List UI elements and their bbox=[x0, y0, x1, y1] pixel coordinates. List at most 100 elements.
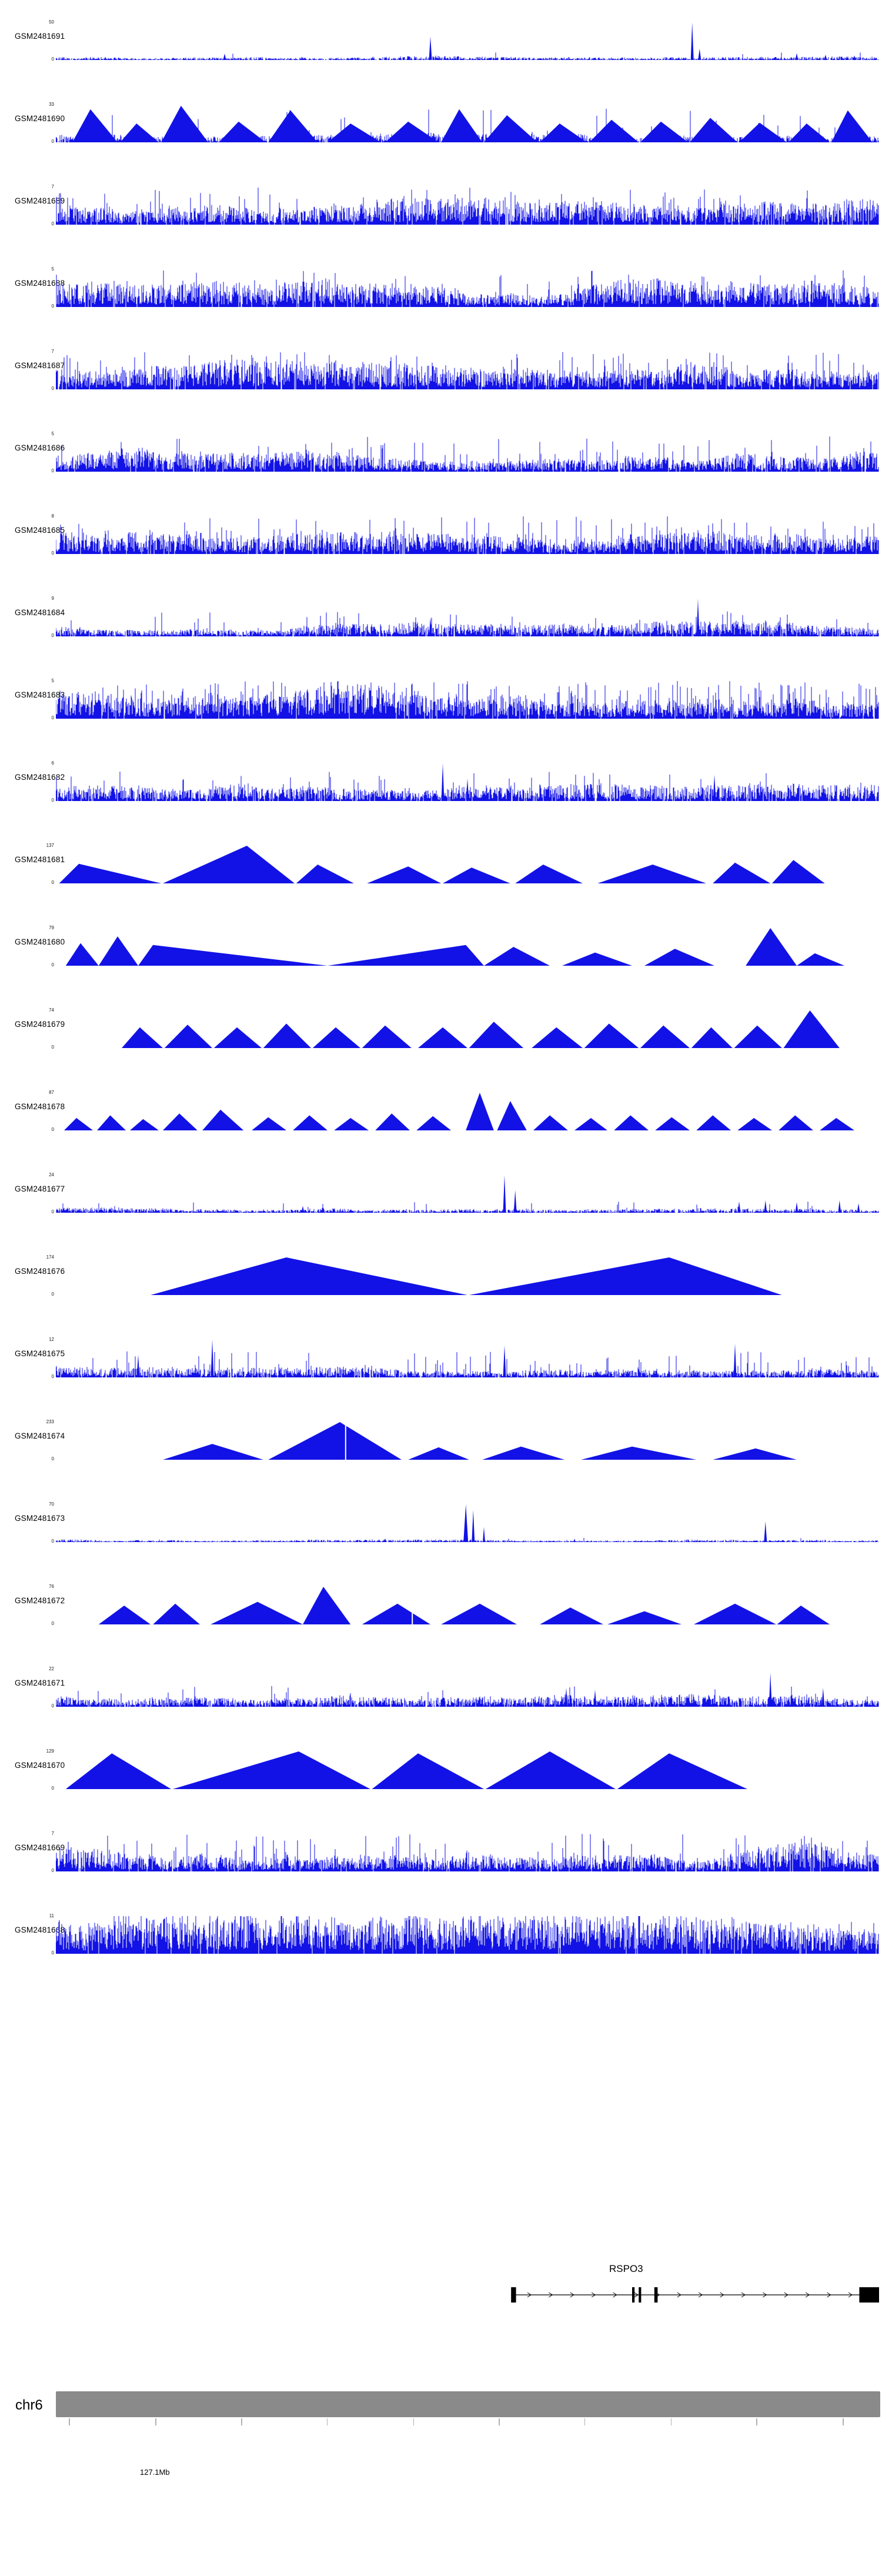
ruler-tick bbox=[241, 2418, 242, 2425]
y-axis-max-label: 24 bbox=[49, 1172, 54, 1177]
signal-svg bbox=[65, 1751, 747, 1789]
strand-chevron-icon bbox=[634, 2292, 639, 2298]
y-axis-max-label: 33 bbox=[49, 102, 54, 107]
y-axis-max-label: 6 bbox=[51, 760, 54, 766]
track-label: GSM2481678 bbox=[15, 1102, 65, 1111]
track-row-gsm2481691: GSM2481691 50 0 bbox=[0, 5, 882, 87]
signal-svg bbox=[65, 928, 845, 966]
track-row-gsm2481677: GSM2481677 24 0 bbox=[0, 1157, 882, 1240]
track-label: GSM2481676 bbox=[15, 1267, 65, 1276]
y-axis-zero-label: 0 bbox=[51, 1209, 54, 1214]
track-signal-plot: 137 0 bbox=[46, 843, 879, 885]
y-axis-zero-label: 0 bbox=[51, 1456, 54, 1461]
y-axis-max-label: 87 bbox=[49, 1090, 54, 1095]
y-axis-max-label: 137 bbox=[46, 843, 54, 848]
y-axis-max-label: 5 bbox=[51, 431, 54, 436]
y-axis-zero-label: 0 bbox=[51, 1374, 54, 1379]
track-label: GSM2481686 bbox=[15, 443, 65, 452]
signal-svg bbox=[64, 1093, 854, 1130]
terminal-exon-box bbox=[859, 2287, 879, 2303]
strand-chevron-icon bbox=[698, 2292, 703, 2298]
track-row-gsm2481685: GSM2481685 8 0 bbox=[0, 499, 882, 581]
y-axis-zero-label: 0 bbox=[51, 56, 54, 62]
y-axis-max-label: 5 bbox=[51, 266, 54, 272]
track-row-gsm2481682: GSM2481682 6 0 bbox=[0, 746, 882, 828]
strand-chevron-icon bbox=[549, 2292, 553, 2298]
strand-chevron-icon bbox=[570, 2292, 574, 2298]
y-axis-max-label: 5 bbox=[51, 678, 54, 683]
track-row-gsm2481676: GSM2481676 174 0 bbox=[0, 1240, 882, 1322]
strand-chevron-icon bbox=[613, 2292, 617, 2298]
track-signal-plot: 74 0 bbox=[49, 1008, 879, 1050]
ruler-tick bbox=[499, 2418, 500, 2425]
y-axis-max-label: 76 bbox=[49, 1584, 54, 1589]
track-label: GSM2481681 bbox=[15, 855, 65, 864]
track-row-gsm2481670: GSM2481670 129 0 bbox=[0, 1734, 882, 1816]
signal-svg bbox=[56, 681, 879, 719]
track-signal-plot: 233 0 bbox=[46, 1420, 879, 1461]
y-axis-max-label: 7 bbox=[51, 349, 54, 354]
y-axis-zero-label: 0 bbox=[51, 1868, 54, 1873]
signal-svg bbox=[56, 1504, 879, 1542]
track-row-gsm2481674: GSM2481674 233 0 bbox=[0, 1404, 882, 1487]
ruler-tick bbox=[756, 2418, 757, 2425]
track-row-gsm2481678: GSM2481678 87 0 bbox=[0, 1075, 882, 1157]
position-label: 127.1Mb bbox=[140, 2468, 170, 2477]
track-label: GSM2481688 bbox=[15, 279, 65, 288]
strand-chevron-icon bbox=[527, 2292, 532, 2298]
signal-svg bbox=[98, 1587, 830, 1624]
track-label: GSM2481684 bbox=[15, 608, 65, 617]
track-label: GSM2481679 bbox=[15, 1020, 65, 1029]
y-axis-max-label: 79 bbox=[49, 925, 54, 930]
y-axis-max-label: 11 bbox=[49, 1913, 54, 1918]
track-label: GSM2481672 bbox=[15, 1596, 65, 1605]
y-axis-max-label: 7 bbox=[51, 1831, 54, 1836]
y-axis-max-label: 174 bbox=[46, 1254, 54, 1260]
track-signal-plot: 79 0 bbox=[49, 926, 879, 967]
signal-svg bbox=[56, 436, 879, 472]
track-row-gsm2481687: GSM2481687 7 0 bbox=[0, 334, 882, 416]
track-signal-plot: 11 0 bbox=[49, 1914, 879, 1956]
y-axis-zero-label: 0 bbox=[51, 798, 54, 803]
y-axis-zero-label: 0 bbox=[51, 550, 54, 556]
track-label: GSM2481689 bbox=[15, 196, 65, 205]
y-axis-zero-label: 0 bbox=[51, 468, 54, 473]
track-signal-plot: 50 0 bbox=[49, 20, 879, 62]
y-axis-zero-label: 0 bbox=[51, 303, 54, 309]
y-axis-zero-label: 0 bbox=[51, 633, 54, 638]
chromosome-ideogram-bar bbox=[56, 2391, 880, 2417]
track-label: GSM2481671 bbox=[15, 1679, 65, 1687]
track-label: GSM2481675 bbox=[15, 1349, 65, 1358]
signal-svg bbox=[56, 1340, 879, 1377]
y-axis-zero-label: 0 bbox=[51, 1703, 54, 1709]
track-signal-plot: 24 0 bbox=[49, 1173, 879, 1214]
track-label: GSM2481687 bbox=[15, 361, 65, 370]
signal-svg bbox=[59, 846, 825, 883]
strand-chevron-icon bbox=[805, 2292, 810, 2298]
ruler-tick bbox=[843, 2418, 844, 2425]
y-axis-zero-label: 0 bbox=[51, 715, 54, 720]
track-signal-plot: 129 0 bbox=[46, 1749, 879, 1791]
y-axis-max-label: 22 bbox=[49, 1666, 54, 1671]
track-signal-plot: 12 0 bbox=[49, 1337, 879, 1379]
y-axis-max-label: 74 bbox=[49, 1007, 54, 1013]
track-row-gsm2481688: GSM2481688 5 0 bbox=[0, 252, 882, 334]
y-axis-max-label: 70 bbox=[49, 1501, 54, 1507]
y-axis-zero-label: 0 bbox=[51, 1786, 54, 1791]
strand-chevron-icon bbox=[848, 2292, 853, 2298]
track-label: GSM2481685 bbox=[15, 526, 65, 535]
y-axis-zero-label: 0 bbox=[51, 386, 54, 391]
track-row-gsm2481672: GSM2481672 76 0 bbox=[0, 1569, 882, 1651]
y-axis-zero-label: 0 bbox=[51, 221, 54, 226]
y-axis-max-label: 233 bbox=[46, 1419, 54, 1424]
y-axis-zero-label: 0 bbox=[51, 139, 54, 144]
exon-box bbox=[639, 2287, 642, 2303]
signal-svg bbox=[56, 105, 879, 142]
signal-svg bbox=[56, 1834, 879, 1871]
track-row-gsm2481681: GSM2481681 137 0 bbox=[0, 828, 882, 910]
y-axis-max-label: 50 bbox=[49, 19, 54, 25]
